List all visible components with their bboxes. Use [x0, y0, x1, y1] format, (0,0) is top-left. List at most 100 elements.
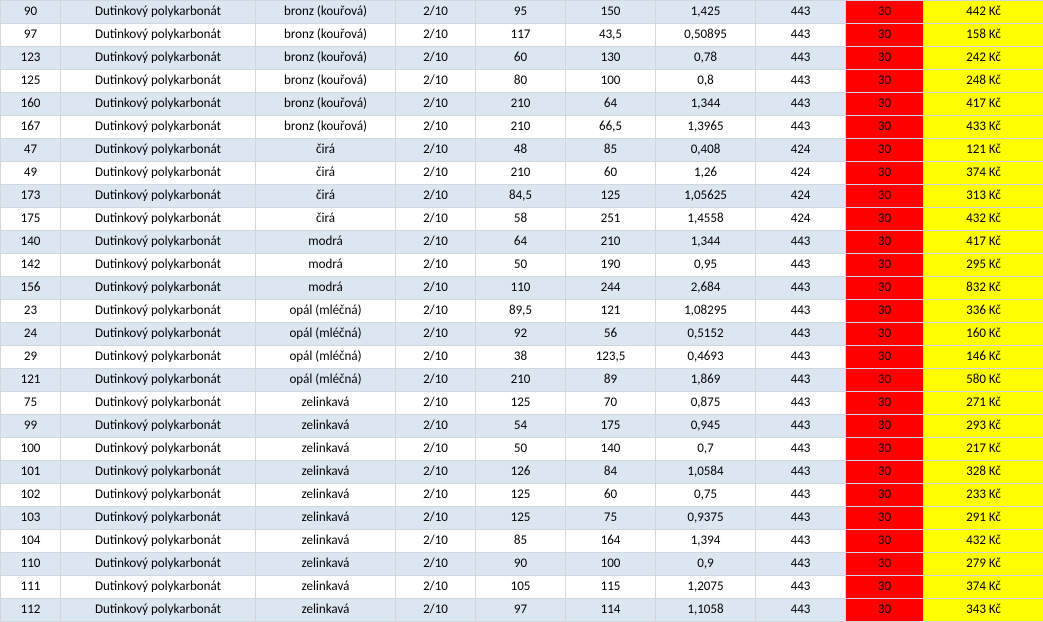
cell: 210: [476, 116, 566, 139]
cell: 114: [566, 599, 656, 622]
cell: 210: [476, 162, 566, 185]
cell: 85: [476, 530, 566, 553]
cell: 443: [756, 231, 846, 254]
cell: 54: [476, 415, 566, 438]
cell: Dutinkový polykarbonát: [61, 1, 256, 24]
cell: opál (mléčná): [256, 300, 396, 323]
cell: 244: [566, 277, 656, 300]
cell: 217 Kč: [924, 438, 1043, 461]
cell: 115: [566, 576, 656, 599]
cell: 58: [476, 208, 566, 231]
cell: 30: [846, 484, 924, 507]
cell: 175: [566, 415, 656, 438]
cell: bronz (kouřová): [256, 116, 396, 139]
cell: 2/10: [396, 300, 476, 323]
cell: Dutinkový polykarbonát: [61, 507, 256, 530]
cell: bronz (kouřová): [256, 70, 396, 93]
cell: 30: [846, 208, 924, 231]
cell: 2/10: [396, 438, 476, 461]
cell: Dutinkový polykarbonát: [61, 47, 256, 70]
cell: 443: [756, 323, 846, 346]
cell: 251: [566, 208, 656, 231]
cell: 295 Kč: [924, 254, 1043, 277]
cell: 2/10: [396, 231, 476, 254]
cell: 1,425: [656, 1, 756, 24]
cell: 30: [846, 300, 924, 323]
cell: 374 Kč: [924, 162, 1043, 185]
cell: Dutinkový polykarbonát: [61, 553, 256, 576]
cell: 293 Kč: [924, 415, 1043, 438]
cell: opál (mléčná): [256, 369, 396, 392]
table-row: 110Dutinkový polykarbonátzelinkavá2/1090…: [1, 553, 1043, 576]
cell: 443: [756, 47, 846, 70]
cell: 433 Kč: [924, 116, 1043, 139]
cell: 443: [756, 93, 846, 116]
cell: 30: [846, 461, 924, 484]
cell: 443: [756, 438, 846, 461]
cell: 103: [1, 507, 61, 530]
cell: 30: [846, 254, 924, 277]
cell: 43,5: [566, 24, 656, 47]
cell: 1,0584: [656, 461, 756, 484]
cell: Dutinkový polykarbonát: [61, 438, 256, 461]
cell: 30: [846, 277, 924, 300]
cell: 291 Kč: [924, 507, 1043, 530]
cell: 443: [756, 553, 846, 576]
cell: Dutinkový polykarbonát: [61, 392, 256, 415]
cell: 0,95: [656, 254, 756, 277]
cell: 0,4693: [656, 346, 756, 369]
cell: 279 Kč: [924, 553, 1043, 576]
cell: 97: [476, 599, 566, 622]
cell: 38: [476, 346, 566, 369]
cell: 328 Kč: [924, 461, 1043, 484]
cell: 30: [846, 346, 924, 369]
cell: Dutinkový polykarbonát: [61, 599, 256, 622]
cell: zelinkavá: [256, 392, 396, 415]
cell: 0,408: [656, 139, 756, 162]
table-row: 173Dutinkový polykarbonátčirá2/1084,5125…: [1, 185, 1043, 208]
cell: 2/10: [396, 323, 476, 346]
cell: 30: [846, 185, 924, 208]
cell: 167: [1, 116, 61, 139]
cell: Dutinkový polykarbonát: [61, 254, 256, 277]
cell: Dutinkový polykarbonát: [61, 162, 256, 185]
cell: 30: [846, 93, 924, 116]
cell: 233 Kč: [924, 484, 1043, 507]
cell: 110: [476, 277, 566, 300]
cell: 443: [756, 1, 846, 24]
cell: 50: [476, 254, 566, 277]
cell: 443: [756, 300, 846, 323]
table-row: 47Dutinkový polykarbonátčirá2/1048850,40…: [1, 139, 1043, 162]
cell: 125: [1, 70, 61, 93]
cell: 92: [476, 323, 566, 346]
cell: zelinkavá: [256, 599, 396, 622]
cell: 173: [1, 185, 61, 208]
cell: Dutinkový polykarbonát: [61, 461, 256, 484]
cell: 313 Kč: [924, 185, 1043, 208]
cell: bronz (kouřová): [256, 93, 396, 116]
cell: 2/10: [396, 70, 476, 93]
cell: čirá: [256, 185, 396, 208]
cell: 432 Kč: [924, 530, 1043, 553]
cell: 2,684: [656, 277, 756, 300]
cell: 111: [1, 576, 61, 599]
cell: 0,7: [656, 438, 756, 461]
table-row: 100Dutinkový polykarbonátzelinkavá2/1050…: [1, 438, 1043, 461]
cell: Dutinkový polykarbonát: [61, 116, 256, 139]
cell: modrá: [256, 277, 396, 300]
table-row: 140Dutinkový polykarbonátmodrá2/10642101…: [1, 231, 1043, 254]
cell: 443: [756, 116, 846, 139]
cell: Dutinkový polykarbonát: [61, 185, 256, 208]
cell: 64: [566, 93, 656, 116]
cell: Dutinkový polykarbonát: [61, 139, 256, 162]
cell: 443: [756, 576, 846, 599]
cell: 84: [566, 461, 656, 484]
cell: 2/10: [396, 116, 476, 139]
cell: 97: [1, 24, 61, 47]
cell: 100: [566, 553, 656, 576]
cell: 2/10: [396, 254, 476, 277]
cell: 424: [756, 162, 846, 185]
cell: 443: [756, 254, 846, 277]
cell: 101: [1, 461, 61, 484]
cell: 2/10: [396, 1, 476, 24]
